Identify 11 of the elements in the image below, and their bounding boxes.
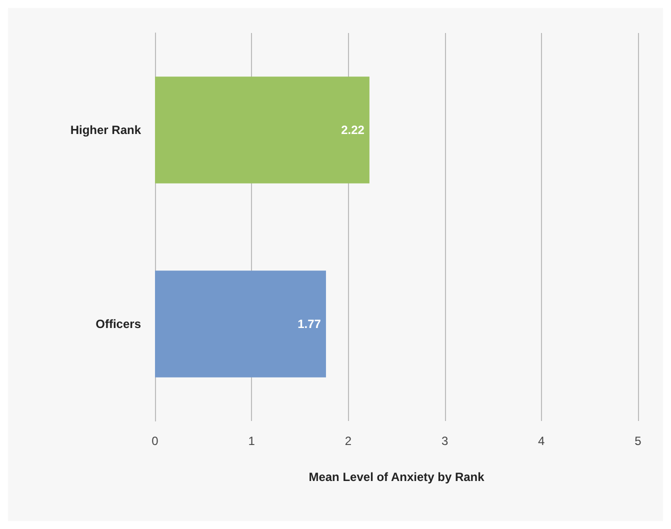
data-label: 1.77 (298, 317, 322, 331)
data-label: 2.22 (341, 123, 365, 137)
x-tick-label: 5 (634, 434, 642, 448)
x-tick-label: 3 (441, 434, 448, 448)
x-tick-label: 1 (248, 434, 256, 448)
y-tick-label: Higher Rank (70, 123, 142, 137)
y-tick-label: Officers (96, 317, 142, 331)
x-tick-label: 4 (538, 434, 546, 448)
x-tick-label: 0 (152, 434, 159, 448)
x-axis-title: Mean Level of Anxiety by Rank (308, 470, 485, 484)
x-tick-label: 2 (344, 434, 352, 448)
